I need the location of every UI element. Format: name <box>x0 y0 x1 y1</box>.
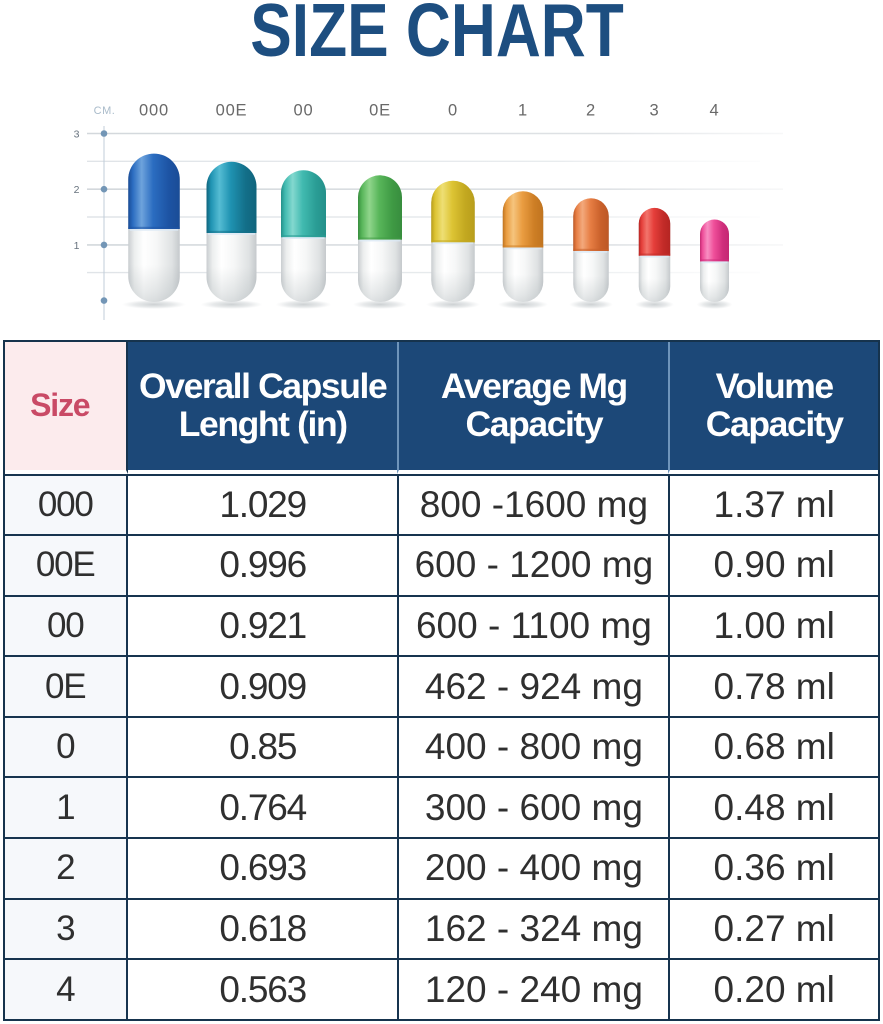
svg-text:2: 2 <box>586 102 596 120</box>
svg-text:3: 3 <box>650 102 660 120</box>
svg-text:4: 4 <box>710 102 720 120</box>
svg-text:0E: 0E <box>369 102 391 120</box>
svg-text:1: 1 <box>518 102 528 120</box>
svg-text:CM.: CM. <box>94 105 116 117</box>
svg-text:000: 000 <box>139 102 169 120</box>
svg-text:00E: 00E <box>216 102 248 120</box>
svg-text:0: 0 <box>448 102 458 120</box>
svg-text:3: 3 <box>74 128 80 140</box>
svg-text:00: 00 <box>294 102 314 120</box>
svg-text:1: 1 <box>74 240 80 252</box>
svg-text:2: 2 <box>74 184 80 196</box>
